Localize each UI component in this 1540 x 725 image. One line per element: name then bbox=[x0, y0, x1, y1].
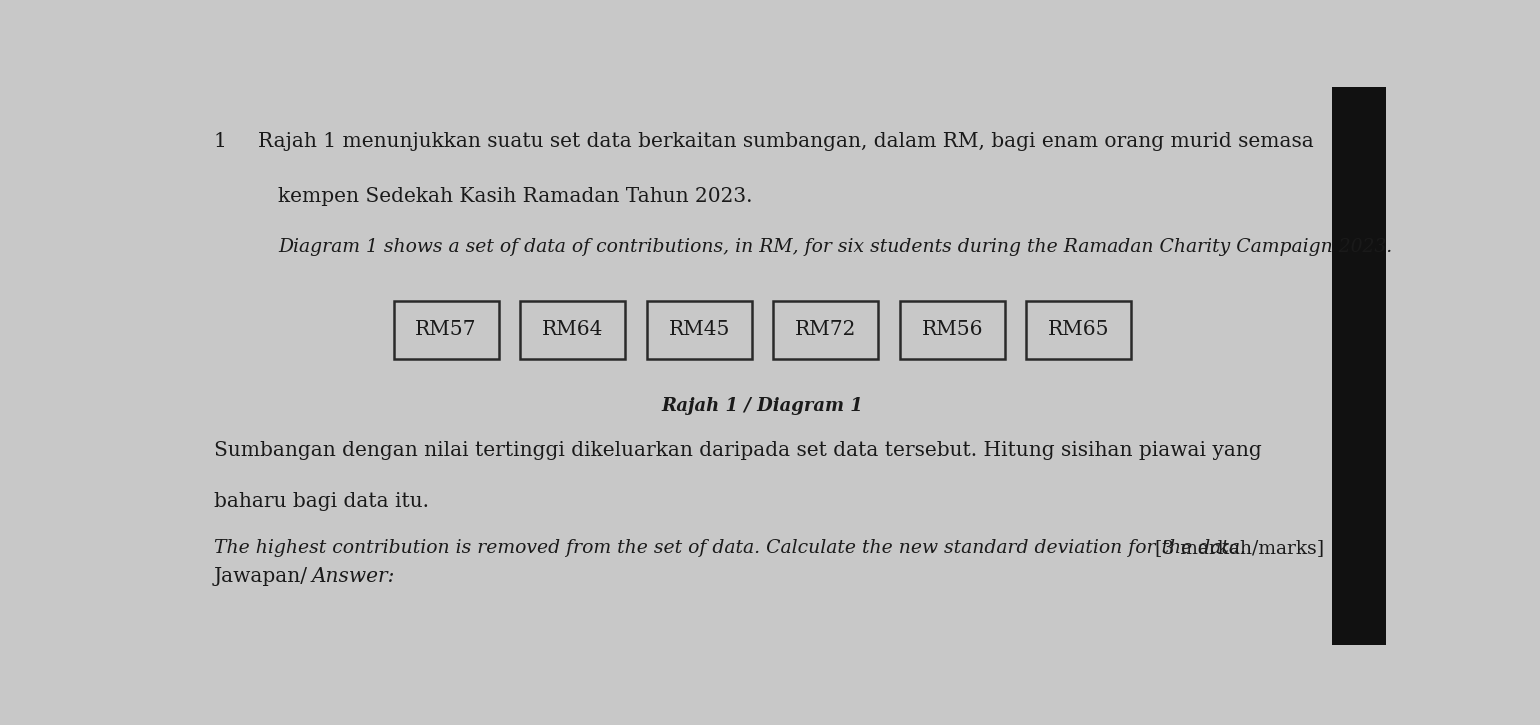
Bar bbox=[1332, 87, 1386, 645]
Text: RM56: RM56 bbox=[921, 320, 983, 339]
Text: The highest contribution is removed from the set of data. Calculate the new stan: The highest contribution is removed from… bbox=[214, 539, 1246, 558]
FancyBboxPatch shape bbox=[521, 301, 625, 359]
Text: Diagram 1 shows a set of data of contributions, in RM, for six students during t: Diagram 1 shows a set of data of contrib… bbox=[279, 238, 1392, 256]
Text: Rajah 1 menunjukkan suatu set data berkaitan sumbangan, dalam RM, bagi enam oran: Rajah 1 menunjukkan suatu set data berka… bbox=[259, 132, 1314, 151]
Text: [3 markah/marks]: [3 markah/marks] bbox=[1155, 539, 1324, 558]
Text: RM72: RM72 bbox=[795, 320, 856, 339]
FancyBboxPatch shape bbox=[1026, 301, 1132, 359]
Text: Answer:: Answer: bbox=[311, 567, 396, 586]
Text: kempen Sedekah Kasih Ramadan Tahun 2023.: kempen Sedekah Kasih Ramadan Tahun 2023. bbox=[279, 188, 753, 207]
FancyBboxPatch shape bbox=[899, 301, 1004, 359]
Text: baharu bagi data itu.: baharu bagi data itu. bbox=[214, 492, 430, 510]
Text: Rajah 1 / Diagram 1: Rajah 1 / Diagram 1 bbox=[661, 397, 862, 415]
Text: RM65: RM65 bbox=[1047, 320, 1109, 339]
FancyBboxPatch shape bbox=[394, 301, 499, 359]
FancyBboxPatch shape bbox=[647, 301, 752, 359]
Text: RM64: RM64 bbox=[542, 320, 604, 339]
Text: 1: 1 bbox=[214, 132, 226, 151]
Text: Sumbangan dengan nilai tertinggi dikeluarkan daripada set data tersebut. Hitung : Sumbangan dengan nilai tertinggi dikelua… bbox=[214, 442, 1261, 460]
FancyBboxPatch shape bbox=[773, 301, 878, 359]
Text: RM45: RM45 bbox=[668, 320, 730, 339]
Text: RM57: RM57 bbox=[416, 320, 477, 339]
Text: Jawapan/: Jawapan/ bbox=[214, 567, 308, 586]
